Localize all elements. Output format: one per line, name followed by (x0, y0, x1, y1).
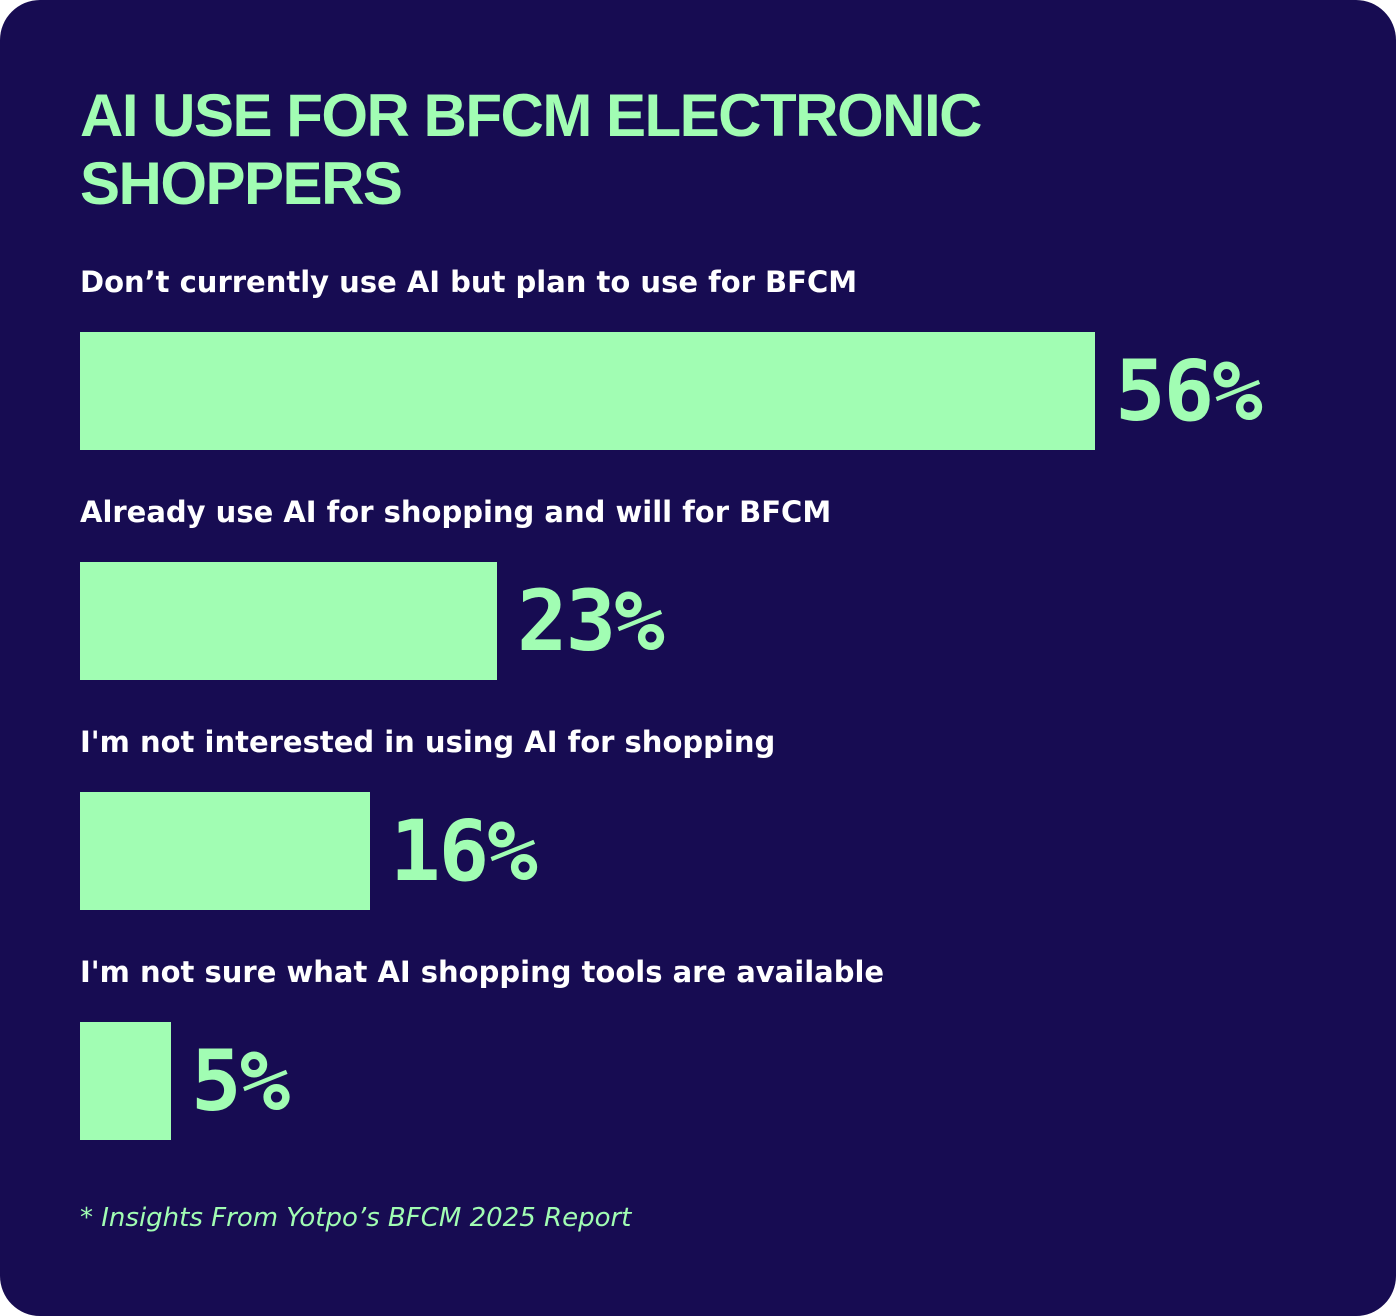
category-label: I'm not sure what AI shopping tools are … (80, 955, 885, 989)
value-label: 56% (1115, 342, 1263, 440)
category-label: Don’t currently use AI but plan to use f… (80, 265, 858, 299)
chart-title: AI USE FOR BFCM ELECTRONIC SHOPPERS (80, 82, 983, 217)
value-label: 5% (191, 1032, 290, 1130)
bar (80, 792, 370, 910)
bar (80, 1022, 171, 1140)
source-footnote: * Insights From Yotpo’s BFCM 2025 Report (80, 1203, 632, 1233)
category-label: I'm not interested in using AI for shopp… (80, 725, 776, 759)
category-label: Already use AI for shopping and will for… (80, 495, 832, 529)
value-label: 23% (517, 572, 665, 670)
bar (80, 332, 1095, 450)
bar (80, 562, 497, 680)
value-label: 16% (390, 802, 538, 900)
